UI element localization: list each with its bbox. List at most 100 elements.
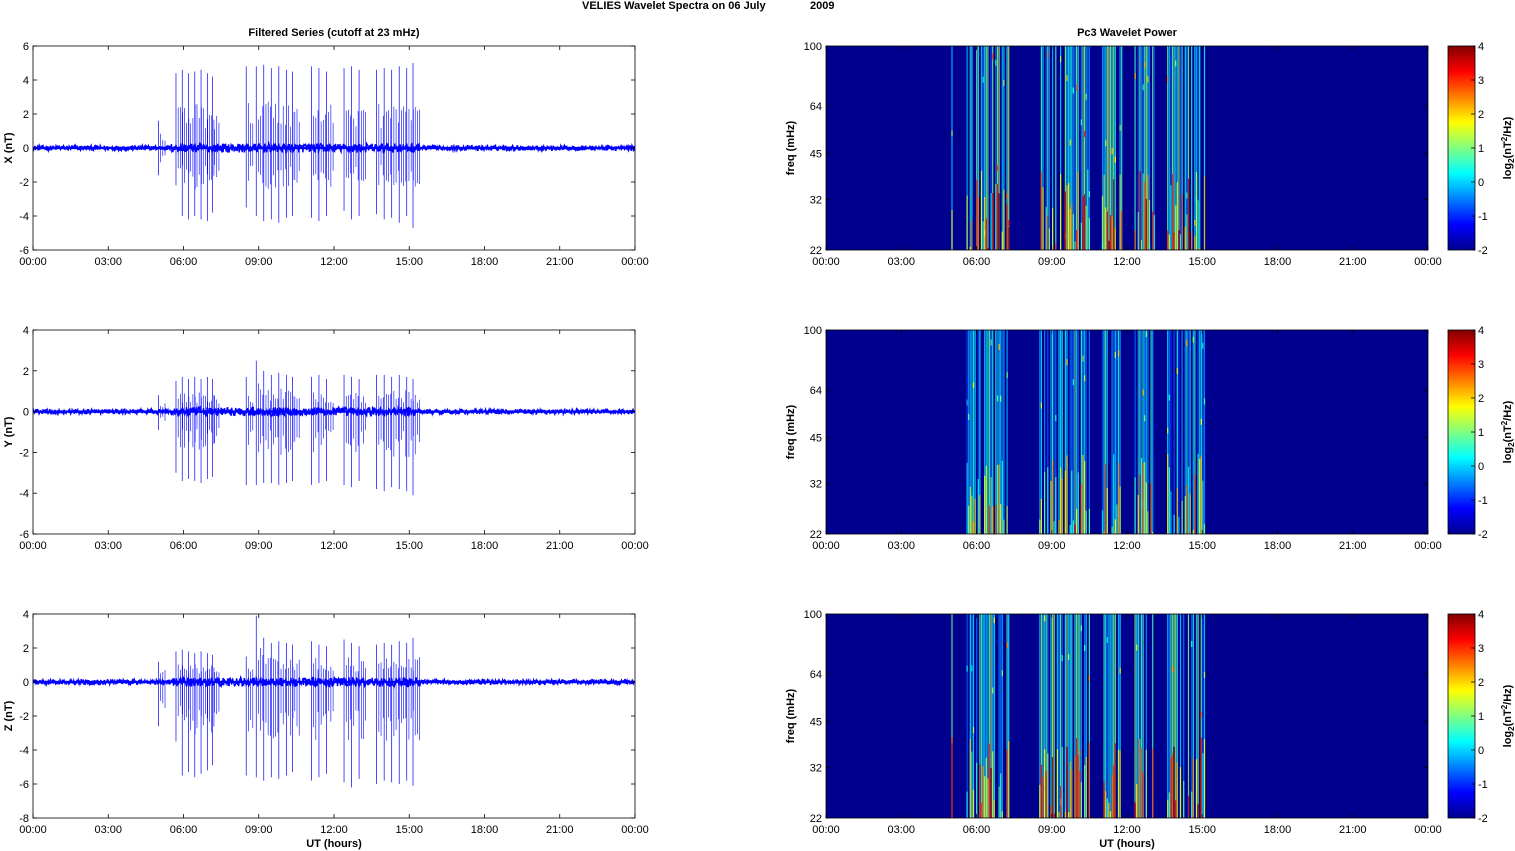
power-streak — [990, 330, 992, 534]
power-streak-peak — [1142, 463, 1144, 534]
power-streak — [1167, 614, 1169, 818]
power-streak-peak — [1053, 813, 1055, 818]
power-streak-peak — [1183, 781, 1185, 818]
x-tick-label: 18:00 — [471, 824, 499, 836]
power-streak-peak — [1106, 211, 1108, 250]
power-streak — [1134, 46, 1136, 250]
power-streak-peak — [1150, 483, 1152, 534]
power-streak-peak — [1137, 739, 1139, 818]
x-tick-label: 21:00 — [546, 540, 574, 552]
power-streak — [984, 614, 986, 818]
power-streak — [1103, 330, 1105, 534]
power-streak — [1109, 614, 1112, 818]
y-tick-label: 4 — [23, 75, 29, 87]
power-streak — [1142, 614, 1144, 818]
power-streak — [1168, 330, 1170, 534]
power-streak — [1194, 330, 1196, 534]
power-streak — [1144, 330, 1146, 534]
power-streak — [1145, 614, 1147, 818]
x-tick-label: 09:00 — [245, 540, 273, 552]
y-tick-label: 2 — [23, 109, 29, 121]
power-streak-peak — [1168, 792, 1170, 818]
power-streak — [1153, 46, 1155, 250]
power-streak-peak — [1074, 241, 1076, 250]
power-streak-peak — [980, 170, 983, 250]
power-streak — [1072, 46, 1074, 250]
x-axis-label: UT (hours) — [306, 838, 362, 850]
power-streak-peak — [1072, 214, 1074, 250]
x-tick-label: 09:00 — [1038, 540, 1066, 552]
x-tick-label: 00:00 — [19, 540, 47, 552]
power-streak — [1058, 330, 1060, 534]
power-blob — [1186, 192, 1188, 199]
x-tick-label: 00:00 — [19, 256, 47, 268]
power-streak-peak — [1167, 799, 1169, 818]
power-streak-peak — [996, 464, 999, 534]
power-streak — [1074, 614, 1076, 818]
power-streak-peak — [1203, 739, 1206, 818]
y-tick-label: -4 — [19, 745, 29, 757]
power-streak — [1176, 614, 1178, 818]
power-streak-peak — [1088, 218, 1090, 250]
spectrogram-background — [826, 46, 1428, 250]
power-blob — [1136, 644, 1138, 651]
power-streak-peak — [1071, 203, 1073, 250]
power-streak-peak — [1105, 207, 1107, 250]
colorbar-tick-label: 2 — [1478, 109, 1484, 121]
power-streak-peak — [1076, 230, 1078, 250]
power-streak-peak — [1085, 205, 1087, 250]
power-streak — [1111, 614, 1113, 818]
power-streak — [1003, 330, 1005, 534]
y-axis-label: freq (mHz) — [785, 404, 797, 459]
power-streak-peak — [1136, 784, 1138, 818]
power-streak-peak — [1064, 191, 1066, 250]
power-blob — [972, 382, 975, 389]
power-streak — [1150, 330, 1152, 534]
power-blob — [1144, 61, 1146, 68]
power-streak-peak — [1105, 791, 1107, 818]
power-streak — [1076, 330, 1078, 534]
power-blob — [1072, 87, 1074, 94]
power-streak — [1000, 330, 1002, 534]
colorbar-label: log2(nT2/Hz) — [1500, 116, 1515, 179]
power-streak-peak — [1056, 749, 1058, 818]
power-streak-peak — [1109, 215, 1112, 250]
y-tick-label: 64 — [810, 669, 822, 681]
power-streak — [966, 330, 968, 534]
power-blob — [1134, 73, 1136, 80]
power-streak-peak — [1144, 462, 1146, 534]
power-streak-peak — [1113, 454, 1115, 534]
power-streak-peak — [1108, 240, 1110, 250]
y-tick-label: 0 — [23, 143, 29, 155]
power-streak-peak — [1006, 204, 1008, 250]
power-streak-peak — [951, 739, 953, 818]
power-streak-peak — [1044, 749, 1046, 818]
power-streak-peak — [1101, 195, 1104, 250]
power-streak — [1050, 330, 1052, 534]
power-streak — [1047, 46, 1049, 250]
power-streak-peak — [1179, 234, 1182, 250]
power-streak — [1044, 614, 1046, 818]
power-streak — [1175, 46, 1177, 250]
power-streak-peak — [1052, 459, 1054, 534]
x-tick-label: 12:00 — [1113, 824, 1141, 836]
power-streak — [988, 330, 991, 534]
power-streak-peak — [1074, 524, 1076, 534]
power-streak-peak — [979, 764, 981, 818]
power-streak — [1052, 46, 1054, 250]
power-streak — [988, 614, 991, 818]
power-streak — [1045, 614, 1047, 818]
power-streak-peak — [971, 495, 973, 534]
series-z — [33, 615, 635, 788]
power-blob — [992, 53, 994, 60]
power-streak — [1144, 46, 1146, 250]
power-streak-peak — [966, 462, 968, 534]
power-streak-peak — [1084, 461, 1086, 534]
power-streak-peak — [1148, 200, 1151, 250]
power-streak-peak — [1197, 804, 1199, 818]
power-streak — [1068, 614, 1070, 818]
power-streak-peak — [987, 778, 989, 818]
plot-frame — [32, 613, 636, 819]
power-streak — [1152, 46, 1154, 250]
power-blob — [1088, 191, 1090, 198]
